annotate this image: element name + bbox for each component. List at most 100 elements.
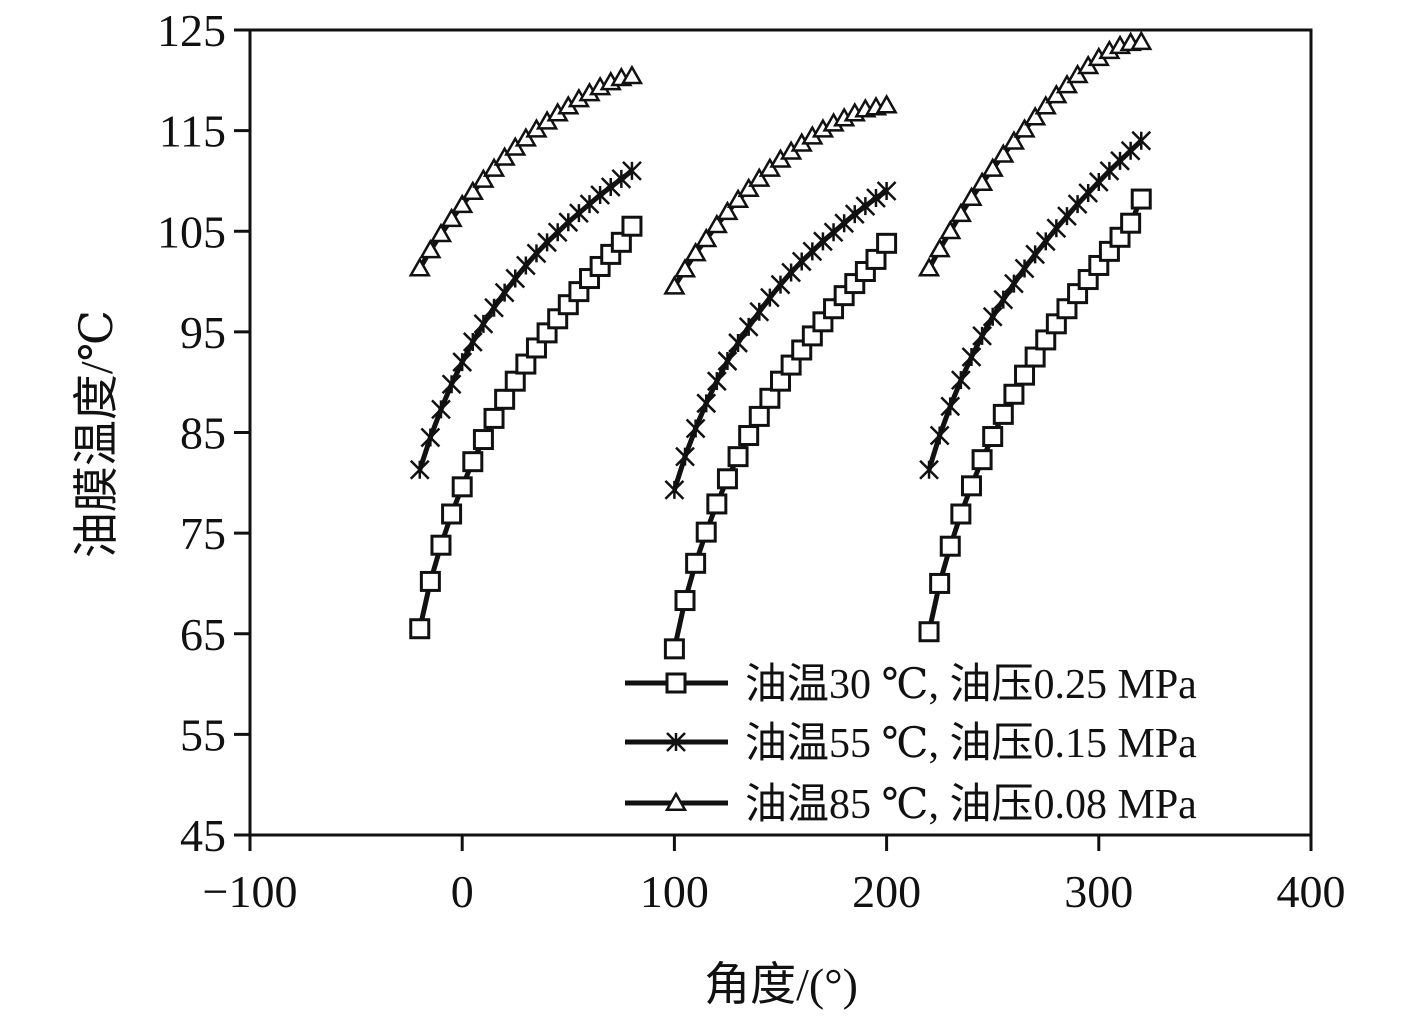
square-marker <box>939 535 961 557</box>
star-marker <box>950 370 971 391</box>
star-marker <box>993 289 1014 310</box>
star-marker <box>738 316 759 337</box>
star-marker <box>728 333 748 353</box>
triangle-marker <box>1130 30 1153 51</box>
square-marker <box>525 337 547 359</box>
star-marker <box>706 371 727 392</box>
triangle-marker <box>960 186 983 207</box>
y-tick-label: 75 <box>180 508 226 559</box>
triangle-marker <box>472 168 495 188</box>
series-2 <box>409 130 1152 500</box>
star-marker <box>664 479 685 500</box>
triangle-marker <box>949 202 973 223</box>
series-line <box>926 197 1144 633</box>
triangle-marker <box>705 213 728 234</box>
series-line <box>671 241 889 650</box>
square-marker <box>674 590 696 612</box>
square-marker <box>748 405 770 427</box>
y-tick-label: 65 <box>180 609 226 660</box>
y-tick-label: 105 <box>157 206 226 257</box>
star-marker <box>431 399 451 420</box>
square-marker <box>1130 188 1152 210</box>
square-marker <box>1035 329 1057 351</box>
legend-label: 油温55 ℃, 油压0.15 MPa <box>745 721 1197 767</box>
square-marker <box>876 232 898 254</box>
star-marker <box>1131 130 1152 151</box>
square-marker <box>971 449 993 471</box>
triangle-marker <box>419 238 442 259</box>
star-marker <box>855 196 876 216</box>
x-tick-label: −100 <box>203 866 298 917</box>
star-marker <box>876 181 897 201</box>
triangle-marker <box>451 193 474 214</box>
square-marker <box>1120 212 1142 234</box>
y-tick-label: 95 <box>180 307 226 358</box>
y-tick-label: 45 <box>180 810 226 861</box>
triangle-marker <box>992 143 1015 163</box>
square-marker <box>1024 346 1046 368</box>
square-marker <box>504 370 526 392</box>
series-line <box>926 138 1143 471</box>
triangle-marker <box>1055 73 1079 94</box>
series-line <box>926 39 1142 270</box>
triangle-marker <box>1023 106 1047 126</box>
triangle-marker <box>1002 130 1026 150</box>
triangle-marker <box>917 256 941 277</box>
square-marker <box>462 451 484 473</box>
star-marker <box>622 160 642 181</box>
star-marker <box>600 177 621 197</box>
legend-item: 油温85 ℃, 油压0.08 MPa <box>625 782 1197 828</box>
star-marker <box>441 374 462 395</box>
y-tick-label: 55 <box>180 709 226 760</box>
legend-label: 油温30 ℃, 油压0.25 MPa <box>745 662 1197 708</box>
triangle-marker <box>695 227 718 248</box>
square-marker <box>610 231 632 253</box>
star-marker <box>866 188 886 208</box>
y-tick-label: 125 <box>157 5 226 56</box>
triangle-marker <box>716 200 739 221</box>
star-marker <box>675 446 695 467</box>
square-marker <box>1045 313 1067 335</box>
star-marker <box>462 332 483 352</box>
star-marker <box>494 282 515 303</box>
triangle-marker <box>664 791 688 811</box>
star-marker <box>420 427 441 448</box>
star-marker <box>919 459 939 480</box>
square-marker <box>419 570 441 592</box>
square-marker <box>1014 364 1036 386</box>
square-marker <box>770 370 791 392</box>
square-marker <box>865 248 887 270</box>
x-tick-label: 300 <box>1064 866 1133 917</box>
legend: 油温30 ℃, 油压0.25 MPa 油温55 ℃, 油压0.15 MPa 油温85… <box>625 662 1197 828</box>
x-tick-label: 0 <box>451 866 474 917</box>
star-marker <box>666 732 686 752</box>
plot-data <box>408 30 1153 660</box>
square-marker <box>621 215 643 237</box>
star-marker <box>1035 231 1056 252</box>
x-tick-label: 200 <box>852 866 921 917</box>
square-marker <box>1056 298 1078 320</box>
triangle-marker <box>1045 83 1068 104</box>
square-marker <box>430 534 452 556</box>
star-marker <box>844 204 865 225</box>
star-marker <box>982 306 1003 327</box>
star-marker <box>1004 273 1024 294</box>
series-line <box>417 224 635 630</box>
star-marker <box>717 351 738 371</box>
triangle-marker <box>1013 118 1036 138</box>
triangle-marker <box>981 157 1004 177</box>
legend-label: 油温85 ℃, 油压0.08 MPa <box>745 782 1197 828</box>
x-tick-label: 400 <box>1277 866 1346 917</box>
star-marker <box>972 326 992 346</box>
triangle-marker <box>461 180 484 201</box>
square-marker <box>695 521 717 543</box>
y-tick-label: 85 <box>180 408 226 459</box>
triangle-marker <box>970 171 994 191</box>
star-marker <box>505 268 526 289</box>
triangle-marker <box>726 188 750 209</box>
x-axis-title: 角度/(°) <box>704 959 858 1010</box>
triangle-marker <box>748 167 771 187</box>
star-marker <box>409 459 430 480</box>
x-tick-label: 100 <box>640 866 709 917</box>
